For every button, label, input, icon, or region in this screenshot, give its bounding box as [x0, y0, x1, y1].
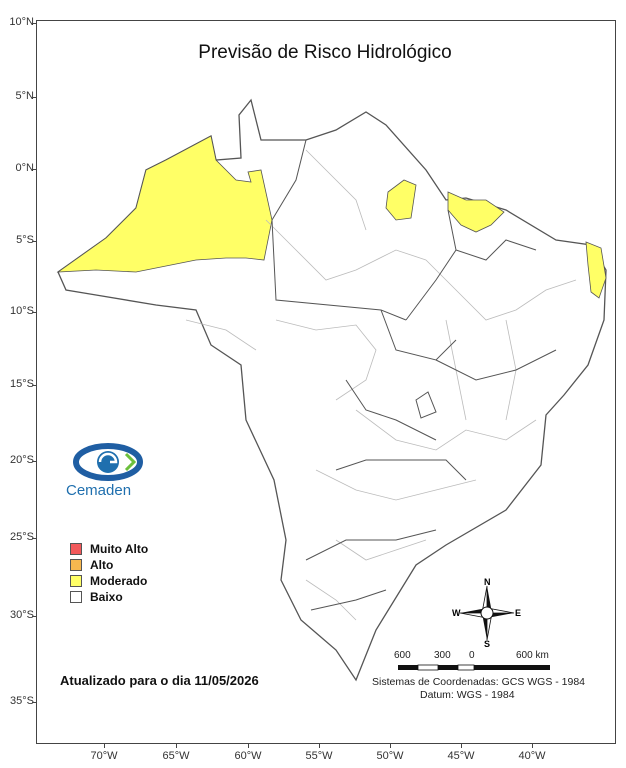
lon-tick [176, 744, 177, 748]
scale-bar-graphic [398, 664, 550, 671]
lon-label-60w: 60°W [234, 750, 262, 762]
risk-area-maranhao-coast [447, 191, 505, 233]
lat-label-10n: 10°N [9, 16, 34, 28]
compass-e: E [515, 608, 521, 618]
lat-label-20s: 20°S [10, 454, 34, 466]
datum-text: Datum: WGS - 1984 [420, 689, 515, 701]
lat-label-25s: 25°S [10, 531, 34, 543]
legend-label: Moderado [90, 574, 148, 588]
crs-text: Sistemas de Coordenadas: GCS WGS - 1984 [372, 676, 586, 688]
lon-tick [248, 744, 249, 748]
lon-tick [104, 744, 105, 748]
lat-tick [32, 241, 36, 242]
lat-tick [32, 616, 36, 617]
legend-swatch [70, 575, 82, 587]
legend-swatch [70, 559, 82, 571]
lon-label-40w: 40°W [518, 750, 546, 762]
lon-tick [319, 744, 320, 748]
risk-area-paraiba-pernambuco [585, 241, 607, 299]
legend-label: Muito Alto [90, 542, 149, 556]
legend-item-alto: Alto [70, 557, 148, 573]
lat-label-0n: 0°N [15, 162, 34, 174]
lon-tick [532, 744, 533, 748]
lat-tick [32, 461, 36, 462]
lon-tick [390, 744, 391, 748]
lat-tick [32, 169, 36, 170]
lon-label-45w: 45°W [447, 750, 475, 762]
lat-label-15s: 15°S [10, 378, 34, 390]
risk-area-amazonas [56, 135, 273, 273]
scale-label-300: 300 [434, 650, 451, 661]
lat-tick [32, 702, 36, 703]
lat-tick [32, 538, 36, 539]
cemaden-logo-icon [73, 443, 143, 481]
logo-text: Cemaden [66, 482, 132, 499]
lat-label-10s: 10°S [10, 305, 34, 317]
lon-label-55w: 55°W [305, 750, 333, 762]
scale-bar: 600 300 0 600 km [390, 650, 560, 680]
risk-area-amapa [385, 179, 417, 221]
lon-label-70w: 70°W [90, 750, 118, 762]
updated-date: Atualizado para o dia 11/05/2026 [60, 673, 259, 688]
legend-label: Alto [90, 558, 114, 572]
legend-item-moderado: Moderado [70, 573, 148, 589]
compass-rose-icon: N S W E [452, 578, 521, 648]
legend: Muito Alto Alto Moderado Baixo [70, 541, 148, 605]
lat-tick [32, 23, 36, 24]
lat-tick [32, 312, 36, 313]
scale-label-0: 0 [469, 650, 475, 661]
scale-label-600: 600 [394, 650, 411, 661]
lon-label-65w: 65°W [162, 750, 190, 762]
lon-tick [461, 744, 462, 748]
legend-item-muito-alto: Muito Alto [70, 541, 148, 557]
lat-label-35s: 35°S [10, 695, 34, 707]
brazil-map [56, 98, 607, 682]
legend-swatch [70, 591, 82, 603]
lat-label-5s: 5°S [16, 234, 34, 246]
legend-swatch [70, 543, 82, 555]
legend-item-baixo: Baixo [70, 589, 148, 605]
legend-label: Baixo [90, 590, 123, 604]
basin-lines [185, 149, 577, 621]
lat-label-5n: 5°N [15, 90, 34, 102]
lon-label-50w: 50°W [376, 750, 404, 762]
lat-tick [32, 385, 36, 386]
map-title: Previsão de Risco Hidrológico [198, 42, 452, 63]
compass-w: W [452, 608, 461, 618]
state-borders [271, 139, 557, 611]
compass-s: S [484, 639, 490, 648]
compass-n: N [484, 578, 491, 587]
lat-label-30s: 30°S [10, 609, 34, 621]
scale-label-600km: 600 km [516, 650, 549, 661]
lat-tick [32, 97, 36, 98]
